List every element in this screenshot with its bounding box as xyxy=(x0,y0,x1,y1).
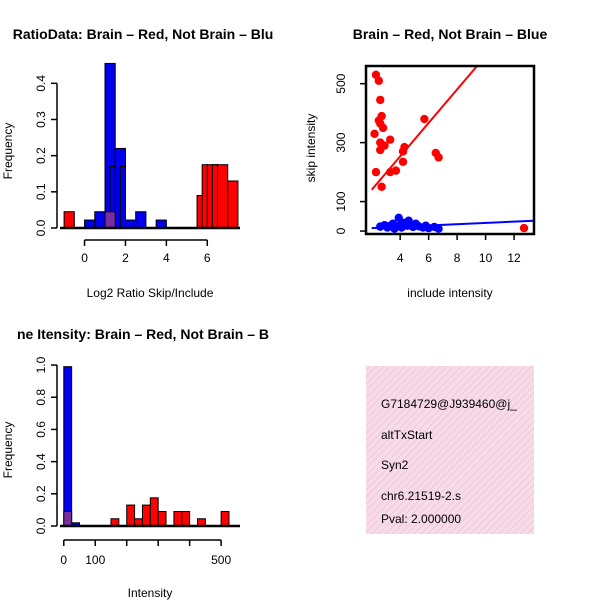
point-brain xyxy=(519,223,529,233)
point-brain xyxy=(370,129,379,138)
bar-brain xyxy=(126,504,136,527)
y-tick-label: 0.8 xyxy=(34,389,48,406)
bar-brain xyxy=(217,164,229,229)
point-brain xyxy=(371,167,381,177)
bar-not-brain xyxy=(94,211,106,229)
intensity-histogram-ylabel: Frequency xyxy=(1,422,15,479)
info-pval: Pval: 2.000000 xyxy=(381,512,461,526)
scatter-title: Brain – Red, Not Brain – Blue xyxy=(353,26,548,42)
y-tick-label: 0.3 xyxy=(34,111,48,128)
point-brain xyxy=(377,182,386,192)
x-tick-label: 100 xyxy=(85,553,105,567)
y-tick-label: 1.0 xyxy=(34,356,48,373)
point-brain xyxy=(378,123,388,133)
point-not-brain xyxy=(390,224,399,233)
plot-frame xyxy=(364,64,536,236)
y-tick-label: 0.2 xyxy=(34,485,48,502)
bar-overlap xyxy=(63,511,73,527)
point-not-brain xyxy=(434,224,443,233)
x-tick-label: 8 xyxy=(454,251,461,265)
ratio-histogram-panel: RatioData: Brain – Red, Not Brain – Blu … xyxy=(1,26,273,300)
y-tick-label: 0.4 xyxy=(34,75,48,92)
x-tick-label: 6 xyxy=(425,251,432,265)
bar-brain xyxy=(181,511,191,527)
bar-overlap xyxy=(104,211,116,229)
x-tick-label: 4 xyxy=(163,251,170,265)
y-tick-label: 100 xyxy=(334,191,348,211)
x-tick-label: 10 xyxy=(479,251,493,265)
scatter-axes: 4 6 8 10 12 0 100 300 500 xyxy=(334,64,536,265)
scatter-plot xyxy=(370,65,535,233)
bar-brain xyxy=(220,511,230,527)
ratio-histogram-axes: 0 2 4 6 0.0 0.1 0.2 0.3 0.4 xyxy=(34,75,240,265)
point-brain xyxy=(434,153,443,162)
ratio-histogram-ylabel: Frequency xyxy=(1,123,15,180)
point-brain xyxy=(386,135,395,144)
x-tick-label: 12 xyxy=(507,251,521,265)
point-brain xyxy=(376,95,385,105)
ratio-histogram-bars xyxy=(63,62,239,229)
bar-brain xyxy=(157,511,167,527)
bar-brain xyxy=(211,164,219,229)
x-tick-label: 4 xyxy=(397,251,404,265)
y-tick-label: 300 xyxy=(334,132,348,152)
bar-brain xyxy=(141,504,151,527)
y-tick-label: 500 xyxy=(334,73,348,93)
gene-info-panel: G7184729@J939460@j_ altTxStart Syn2 chr6… xyxy=(366,366,534,534)
y-tick-label: 0.0 xyxy=(34,517,48,534)
x-tick-label: 2 xyxy=(122,251,129,265)
intensity-histogram-title: ne Itensity: Brain – Red, Not Brain – B xyxy=(17,326,269,342)
info-location: chr6.21519-2.s xyxy=(381,489,461,503)
scatter-xlabel: include intensity xyxy=(407,286,492,300)
x-tick-label: 0 xyxy=(60,553,67,567)
point-not-brain xyxy=(404,216,413,225)
info-event-id: G7184729@J939460@j_ xyxy=(381,397,517,411)
info-event-type: altTxStart xyxy=(381,428,433,442)
intensity-histogram-bars xyxy=(63,366,230,527)
y-tick-label: 0.2 xyxy=(34,147,48,164)
bar-not-brain xyxy=(119,166,126,229)
point-brain xyxy=(398,157,408,166)
bar-not-brain xyxy=(135,211,147,229)
y-tick-label: 0.4 xyxy=(34,453,48,470)
info-gene-name: Syn2 xyxy=(381,458,409,472)
info-box-hatch xyxy=(366,366,534,534)
bar-brain xyxy=(201,164,208,229)
point-not-brain xyxy=(394,213,403,222)
intensity-histogram-xlabel: Intensity xyxy=(128,586,173,600)
bar-brain xyxy=(173,511,183,527)
y-tick-label: 0 xyxy=(334,227,348,234)
point-brain xyxy=(386,167,395,177)
x-tick-label: 500 xyxy=(211,553,231,567)
point-brain xyxy=(398,147,408,156)
intensity-histogram-axes: 0 100 500 0.0 0.2 0.4 0.6 0.8 1.0 xyxy=(34,356,240,567)
x-tick-label: 0 xyxy=(81,251,88,265)
bar-not-brain xyxy=(63,366,73,527)
point-brain xyxy=(420,114,429,124)
ratio-histogram-xlabel: Log2 Ratio Skip/Include xyxy=(87,286,214,300)
x-tick-label: 6 xyxy=(204,251,211,265)
scatter-ylabel: skip intensity xyxy=(304,114,318,183)
point-brain xyxy=(374,76,384,85)
ratio-histogram-title: RatioData: Brain – Red, Not Brain – Blu xyxy=(13,26,274,42)
bar-brain xyxy=(149,497,159,527)
bar-brain xyxy=(227,180,239,229)
bar-brain xyxy=(63,211,75,229)
intensity-histogram-panel: ne Itensity: Brain – Red, Not Brain – B … xyxy=(1,326,269,600)
point-brain xyxy=(376,145,385,155)
y-tick-label: 0.6 xyxy=(34,421,48,438)
y-tick-label: 0.0 xyxy=(34,219,48,236)
intensity-scatter-panel: Brain – Red, Not Brain – Blue include in… xyxy=(304,26,547,300)
y-tick-label: 0.1 xyxy=(34,183,48,200)
